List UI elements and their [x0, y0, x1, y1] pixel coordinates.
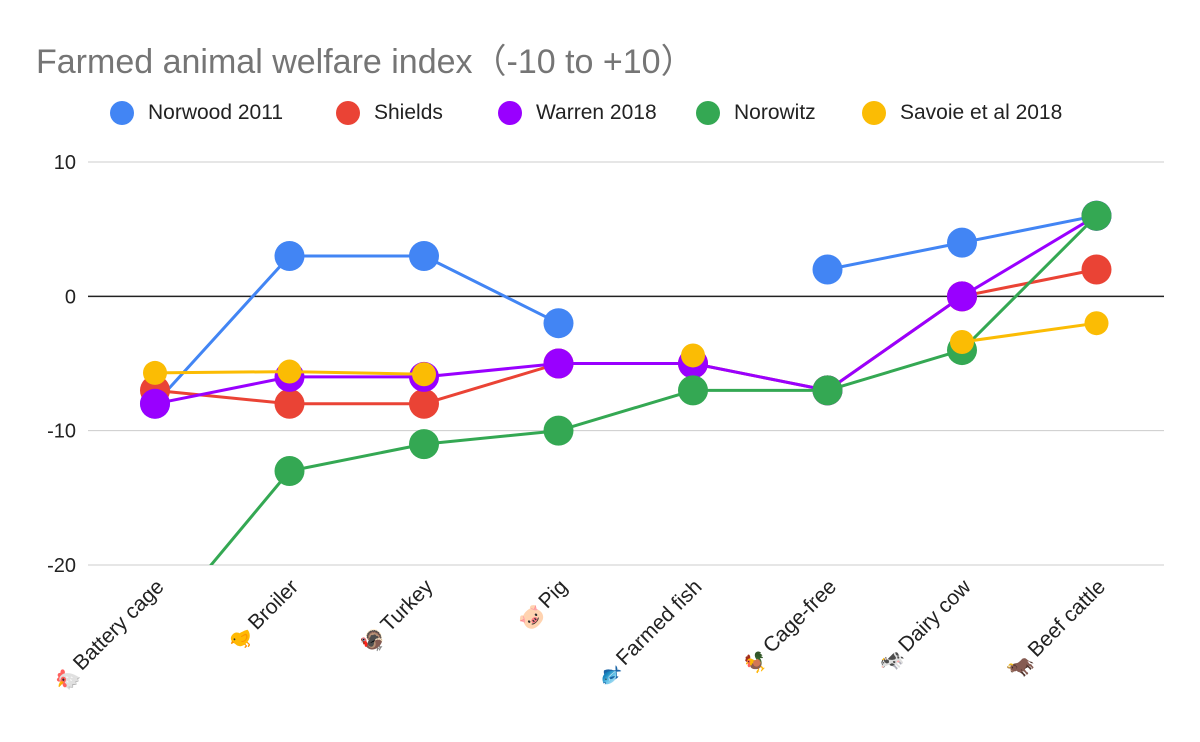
legend-swatch — [498, 101, 522, 125]
data-point — [409, 241, 439, 272]
gridlines — [88, 161, 1164, 566]
legend-item: Savoie et al 2018 — [862, 96, 1062, 130]
data-point — [947, 227, 977, 258]
data-point — [681, 343, 705, 368]
data-point — [812, 254, 843, 285]
x-category: Broiler🐤 — [226, 575, 303, 656]
x-category: Farmed fish🐟 — [594, 575, 707, 692]
x-category: Beef cattle🐂 — [1005, 575, 1110, 683]
series-layer — [140, 200, 1112, 565]
legend-swatch — [110, 101, 134, 125]
legend-label: Warren 2018 — [536, 101, 657, 124]
series-norowitz — [209, 200, 1112, 565]
legend-swatch — [862, 101, 886, 125]
x-category: Turkey🦃 — [357, 575, 438, 658]
legend-swatch — [336, 101, 360, 125]
x-category-label: Turkey — [376, 575, 437, 636]
data-point — [543, 308, 574, 339]
series-line — [154, 214, 1098, 406]
data-point — [409, 429, 439, 460]
x-category-label: Beef cattle — [1024, 575, 1110, 661]
x-category: Dairy cow🐄 — [876, 575, 976, 679]
y-tick-label: -20 — [47, 555, 76, 577]
data-point — [950, 330, 974, 355]
x-axis-categories: Battery cage🐔 Broiler🐤 Turkey🦃 Pig🐷 Farmed f… — [50, 575, 1110, 697]
x-category: Battery cage🐔 — [50, 575, 169, 696]
legend-label: Savoie et al 2018 — [900, 101, 1063, 124]
x-category-label: Broiler — [244, 575, 303, 634]
legend-label: Norwood 2011 — [148, 101, 284, 124]
data-point — [277, 359, 302, 384]
data-point — [543, 415, 574, 446]
legend-item: Shields — [336, 96, 443, 130]
legend-swatch — [696, 101, 720, 125]
x-category: Cage-free🐓 — [739, 575, 841, 679]
data-point — [812, 375, 843, 406]
data-point — [1081, 200, 1112, 231]
data-point — [274, 455, 305, 486]
data-point — [409, 388, 439, 419]
y-axis-ticks: 10 0 -10 -20 — [47, 152, 76, 577]
series-savoie-et-al-2018 — [143, 311, 1109, 387]
data-point — [412, 362, 436, 387]
data-point — [947, 281, 977, 312]
x-category-label: Pig — [534, 575, 572, 613]
legend-label: Shields — [374, 101, 443, 124]
legend-item: Norwood 2011 — [110, 96, 283, 130]
legend-label: Norowitz — [734, 101, 816, 124]
data-point — [1084, 311, 1109, 336]
data-point — [274, 241, 305, 272]
series-line — [209, 214, 1098, 565]
x-category-label: Cage-free — [759, 575, 841, 657]
data-point — [543, 348, 574, 379]
y-tick-label: -10 — [47, 421, 76, 443]
chart-legend: Norwood 2011 Shields Warren 2018 Norowitz Sa… — [0, 96, 1200, 130]
legend-item: Norowitz — [696, 96, 816, 130]
chart-title: Farmed animal welfare index（-10 to +10） — [36, 43, 695, 81]
data-point — [140, 388, 170, 419]
legend-item: Warren 2018 — [498, 96, 657, 130]
y-tick-label: 0 — [65, 286, 76, 308]
data-point — [274, 388, 305, 419]
x-category: Pig🐷 — [516, 575, 572, 635]
data-point — [1081, 254, 1112, 285]
data-point — [678, 375, 708, 406]
x-category-label: Farmed fish — [612, 575, 707, 670]
y-tick-label: 10 — [54, 152, 76, 174]
data-point — [143, 360, 167, 385]
x-category-label: Dairy cow — [894, 575, 976, 657]
x-category-label: Battery cage — [69, 575, 169, 675]
